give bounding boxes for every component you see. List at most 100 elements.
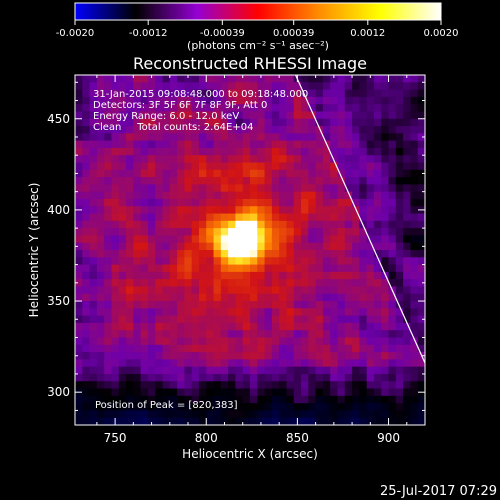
heatmap-cell — [140, 126, 149, 134]
heatmap-cell — [118, 89, 127, 98]
heatmap-cell — [344, 293, 353, 302]
heatmap-cell — [140, 264, 149, 273]
heatmap-cell — [395, 133, 404, 142]
heatmap-cell — [162, 235, 171, 244]
heatmap-cell — [220, 228, 229, 237]
heatmap-cell — [228, 337, 237, 346]
heatmap-cell — [410, 315, 419, 324]
heatmap-cell — [191, 126, 200, 134]
heatmap-cell — [322, 271, 331, 280]
heatmap-cell — [301, 315, 309, 324]
heatmap-cell — [359, 147, 368, 156]
heatmap-cell — [228, 191, 237, 200]
heatmap-cell — [315, 344, 324, 353]
heatmap-cell — [286, 228, 295, 237]
heatmap-cell — [198, 308, 207, 317]
heatmap-cell — [395, 111, 404, 120]
heatmap-cell — [330, 220, 339, 229]
heatmap-cell — [89, 264, 98, 273]
heatmap-cell — [381, 82, 390, 91]
heatmap-cell — [337, 235, 346, 244]
heatmap-cell — [359, 89, 368, 98]
heatmap-cell — [191, 279, 200, 288]
heatmap-cell — [89, 184, 98, 193]
heatmap-cell — [82, 184, 91, 193]
heatmap-cell — [293, 308, 302, 317]
heatmap-cell — [75, 279, 83, 288]
heatmap-cell — [271, 235, 280, 244]
heatmap-cell — [330, 198, 339, 207]
heatmap-cell — [133, 228, 142, 237]
heatmap-cell — [330, 191, 339, 200]
annotation-energy: Energy Range: 6.0 - 12.0 keV — [93, 111, 239, 122]
heatmap-cell — [344, 373, 353, 382]
heatmap-cell — [162, 228, 171, 237]
heatmap-cell — [162, 366, 171, 375]
heatmap-cell — [286, 126, 295, 134]
heatmap-cell — [82, 381, 91, 390]
heatmap-cell — [104, 184, 113, 193]
heatmap-cell — [308, 264, 317, 273]
heatmap-cell — [191, 403, 200, 412]
heatmap-cell — [279, 271, 288, 280]
heatmap-cell — [395, 257, 404, 266]
heatmap-cell — [89, 388, 98, 397]
heatmap-cell — [75, 308, 83, 317]
heatmap-cell — [162, 264, 171, 273]
heatmap-cell — [315, 191, 324, 200]
heatmap-cell — [213, 228, 222, 237]
heatmap-cell — [417, 322, 425, 331]
heatmap-cell — [330, 417, 339, 425]
heatmap-cell — [315, 147, 324, 156]
heatmap-cell — [162, 104, 171, 113]
heatmap-cell — [82, 301, 91, 309]
heatmap-cell — [184, 206, 193, 215]
heatmap-cell — [191, 359, 200, 368]
heatmap-cell — [177, 337, 185, 346]
heatmap-cell — [271, 111, 280, 120]
heatmap-cell — [220, 381, 229, 390]
heatmap-cell — [147, 308, 156, 317]
heatmap-cell — [82, 352, 91, 360]
heatmap-cell — [147, 410, 156, 419]
heatmap-cell — [264, 89, 273, 98]
heatmap-cell — [293, 359, 302, 368]
heatmap-cell — [155, 177, 164, 185]
heatmap-cell — [257, 111, 266, 120]
heatmap-cell — [381, 118, 390, 127]
heatmap-cell — [111, 410, 120, 419]
heatmap-cell — [75, 228, 83, 237]
heatmap-cell — [381, 366, 390, 375]
heatmap-cell — [147, 337, 156, 346]
heatmap-cell — [220, 403, 229, 412]
heatmap-cell — [133, 257, 142, 266]
heatmap-cell — [162, 322, 171, 331]
heatmap-cell — [257, 220, 266, 229]
y-tick-label: 400 — [47, 203, 70, 217]
heatmap-cell — [169, 271, 178, 280]
heatmap-cell — [89, 82, 98, 91]
heatmap-cell — [381, 410, 390, 419]
heatmap-cell — [250, 198, 258, 207]
heatmap-cell — [177, 366, 185, 375]
heatmap-cell — [271, 264, 280, 273]
heatmap-cell — [89, 308, 98, 317]
heatmap-cell — [220, 184, 229, 193]
heatmap-cell — [271, 381, 280, 390]
heatmap-cell — [220, 359, 229, 368]
heatmap-cell — [198, 286, 207, 295]
heatmap-cell — [147, 126, 156, 134]
heatmap-cell — [89, 228, 98, 237]
heatmap-cell — [250, 155, 258, 164]
heatmap-cell — [96, 417, 105, 425]
heatmap-cell — [250, 286, 258, 295]
heatmap-cell — [366, 352, 375, 360]
heatmap-cell — [140, 388, 149, 397]
heatmap-cell — [417, 242, 425, 251]
heatmap-cell — [155, 133, 164, 142]
heatmap-cell — [169, 198, 178, 207]
heatmap-cell — [373, 264, 382, 273]
heatmap-cell — [417, 191, 425, 200]
heatmap-cell — [395, 301, 404, 309]
heatmap-cell — [286, 344, 295, 353]
